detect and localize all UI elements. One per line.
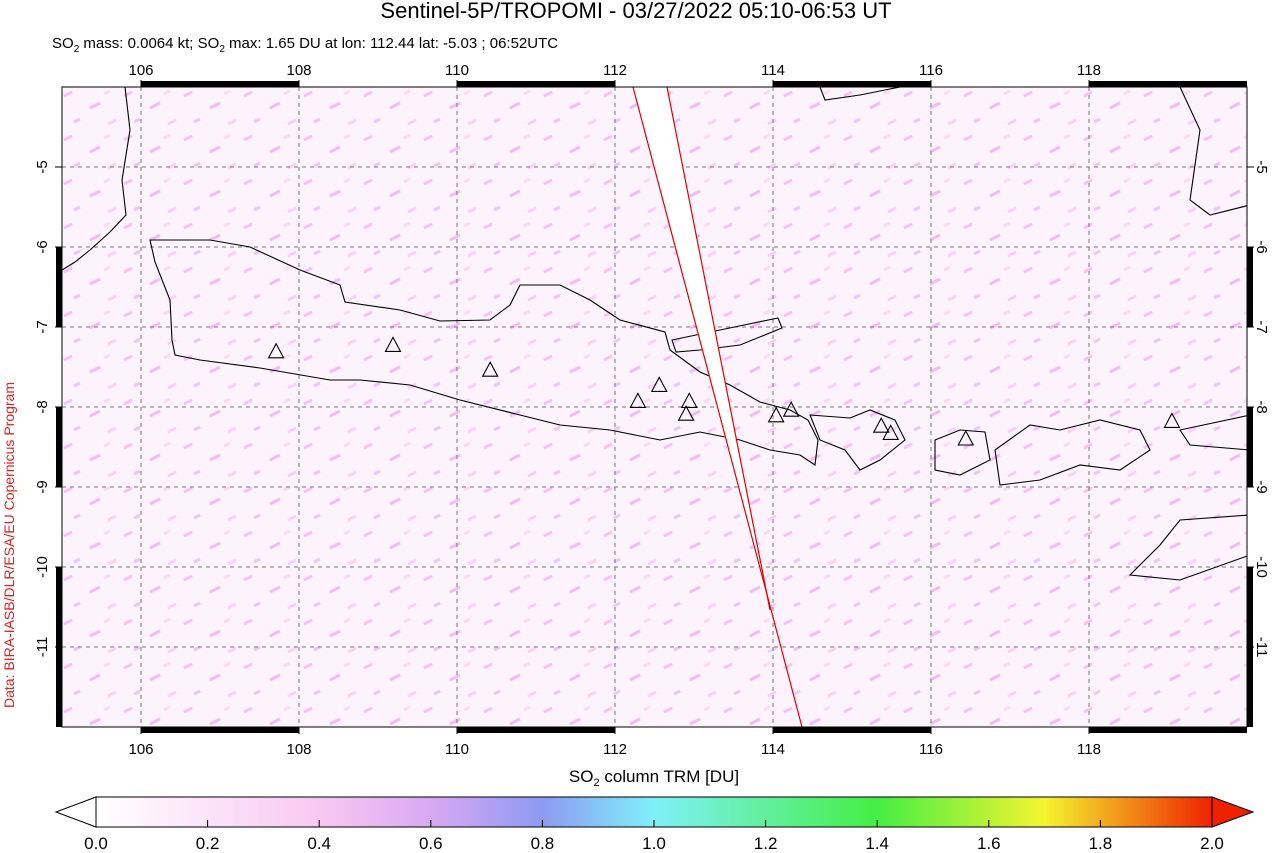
x-tick-label: 118 — [1077, 741, 1101, 758]
sumba-coast — [1128, 514, 1247, 581]
volcano — [677, 405, 695, 421]
y-tick-label: -9 — [1253, 480, 1270, 493]
x-tick-label: 114 — [761, 741, 785, 758]
sumatra-coast — [62, 87, 131, 271]
coastlines — [62, 87, 1247, 581]
x-tick-label: 106 — [128, 741, 153, 758]
madura-coast — [671, 317, 783, 353]
frame-ruler — [1247, 647, 1253, 727]
x-tick-label: 112 — [603, 62, 627, 79]
x-tick-label: 108 — [286, 62, 311, 79]
subtitle-sub: 2 — [74, 44, 80, 55]
swath — [632, 87, 803, 727]
swath-edge — [632, 87, 803, 727]
frame-ruler — [1247, 567, 1253, 647]
borneo-coast — [819, 87, 1247, 216]
x-tick-label: 116 — [919, 62, 943, 79]
colorbar-tick-label: 1.8 — [1089, 834, 1113, 853]
x-tick-label: 108 — [286, 741, 311, 758]
colorbar-over-arrow — [1211, 796, 1255, 828]
colorbar-label-sub: 2 — [593, 777, 599, 789]
volcano — [872, 417, 890, 433]
frame-ruler — [1089, 81, 1247, 87]
x-tick-label: 114 — [761, 62, 785, 79]
frame-ruler — [56, 567, 62, 647]
x-tick-label: 118 — [1077, 62, 1101, 79]
colorbar-under-arrow — [54, 796, 97, 828]
frame-ruler — [141, 81, 299, 87]
x-tick-label: 110 — [445, 62, 469, 79]
frame-ruler — [773, 727, 931, 733]
y-tick-label: -10 — [1253, 556, 1270, 578]
volcano — [957, 429, 975, 446]
bali-coast — [809, 409, 906, 471]
subtitle: SO2 mass: 0.0064 kt; SO2 max: 1.65 DU at… — [52, 35, 558, 55]
colorbar-tick-label: 2.0 — [1200, 834, 1224, 853]
colorbar-tick-label: 1.0 — [642, 834, 666, 853]
x-tick-label: 110 — [445, 741, 469, 758]
frame-ruler — [1089, 727, 1247, 733]
y-tick-label: -7 — [34, 320, 51, 333]
volcano — [267, 342, 285, 359]
colorbar-tick-label: 0.4 — [307, 834, 331, 853]
colorbar-tick-label: 0.2 — [196, 834, 220, 853]
volcano — [384, 336, 402, 352]
volcano — [680, 392, 698, 408]
x-tick-label: 112 — [603, 741, 627, 758]
swath-edge — [666, 87, 771, 611]
frame-ruler — [56, 247, 62, 327]
credit: Data: BIRA-IASB/DLR/ESA/EU Copernicus Pr… — [1, 382, 17, 708]
lombok-coast — [934, 429, 991, 476]
frame-ruler — [457, 81, 615, 87]
volcano — [481, 361, 499, 377]
y-tick-label: -7 — [1253, 320, 1270, 333]
volcano — [1163, 412, 1181, 428]
y-tick-label: -8 — [1253, 400, 1270, 413]
y-tick-label: -11 — [1253, 637, 1270, 658]
flores-coast — [1179, 415, 1247, 451]
frame-ruler — [1247, 407, 1253, 487]
colorbar-tick-label: 1.2 — [754, 834, 778, 853]
y-tick-label: -6 — [1253, 240, 1270, 253]
y-tick-label: -5 — [34, 160, 51, 173]
subtitle-part: mass: 0.0064 kt; SO — [79, 35, 219, 52]
y-tick-label: -8 — [34, 400, 51, 413]
frame-ruler — [141, 727, 299, 733]
y-tick-label: -11 — [34, 637, 51, 658]
colorbar-tick-label: 0.6 — [419, 834, 443, 853]
subtitle-part: max: 1.65 DU at lon: 112.44 lat: -5.03 ;… — [225, 35, 558, 52]
y-tick-label: -5 — [1253, 160, 1270, 173]
subtitle-sub: 2 — [219, 44, 225, 55]
y-tick-label: -6 — [34, 240, 51, 253]
y-tick-label: -9 — [34, 480, 51, 493]
sumbawa-coast — [994, 419, 1151, 486]
frame-ruler — [1247, 247, 1253, 327]
frame-ruler — [56, 407, 62, 487]
colorbar-tick-label: 0.0 — [84, 834, 108, 853]
colorbar-label: SO2 column TRM [DU] — [569, 767, 739, 789]
volcano — [629, 392, 647, 408]
title: Sentinel-5P/TROPOMI - 03/27/2022 05:10-0… — [380, 0, 891, 23]
frame-ruler — [56, 647, 62, 727]
volcano — [767, 406, 785, 423]
colorbar-tick-label: 1.6 — [977, 834, 1001, 853]
y-tick-label: -10 — [34, 556, 51, 578]
volcano — [882, 424, 900, 440]
subtitle-part: SO — [52, 35, 74, 52]
volcano — [650, 376, 668, 392]
volcano — [782, 401, 800, 417]
colorbar-tick-label: 0.8 — [531, 834, 555, 853]
frame-ruler — [457, 727, 615, 733]
x-tick-label: 106 — [128, 62, 153, 79]
frame-ruler — [773, 81, 931, 87]
x-tick-label: 116 — [919, 741, 943, 758]
colorbar-tick-label: 1.4 — [865, 834, 889, 853]
colorbar-label-part: SO — [569, 767, 594, 786]
colorbar-label-part: column TRM [DU] — [600, 767, 740, 786]
java-coast — [149, 239, 819, 466]
